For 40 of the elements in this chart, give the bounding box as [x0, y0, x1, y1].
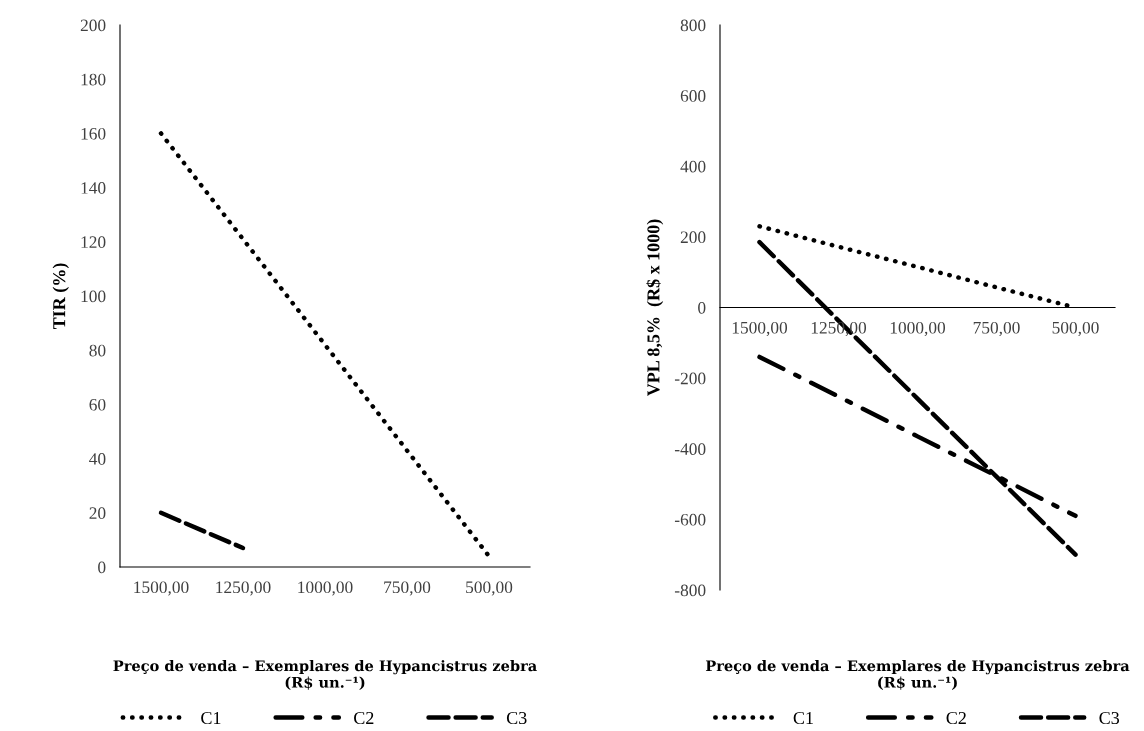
- y-tick-label: 180: [81, 73, 106, 86]
- y-tick-label: 400: [680, 160, 706, 173]
- y-tick-label: -200: [674, 372, 706, 385]
- x-tick-label: 750,00: [384, 581, 431, 596]
- y-tick-label: 140: [81, 182, 106, 194]
- y-tick-label: -400: [674, 443, 706, 455]
- y-tick-label: 80: [89, 344, 106, 357]
- y-tick-label: 200: [680, 231, 706, 244]
- x-tick-label: 1250,00: [216, 581, 271, 596]
- y-tick-label: 40: [89, 453, 106, 465]
- x-tick-label: 1000,00: [298, 581, 353, 596]
- x-tick-label: 1500,00: [134, 581, 189, 596]
- legend-label: C2: [946, 711, 966, 725]
- x-tick-label: 1000,00: [890, 321, 946, 337]
- legend-label: C3: [1099, 711, 1120, 725]
- y-tick-label: 600: [680, 90, 706, 102]
- y-tick-label: 60: [89, 398, 106, 411]
- y-axis-title: TIR (%): [52, 263, 69, 330]
- y-tick-label: -600: [674, 513, 706, 526]
- x-axis-title: Preço de venda – Exemplares de Hypancistrus zebra (R$ un.⁻¹): [113, 660, 537, 690]
- y-tick-label: 0: [98, 561, 106, 574]
- legend-label: C3: [506, 711, 527, 725]
- x-tick-label: 1500,00: [732, 321, 788, 337]
- line-series: [158, 131, 492, 559]
- x-tick-label: 500,00: [466, 581, 513, 596]
- legend-label: C2: [354, 711, 374, 725]
- y-tick-label: -800: [674, 584, 706, 597]
- y-tick-label: 20: [89, 507, 106, 519]
- y-tick-label: 800: [680, 19, 706, 32]
- y-tick-label: 120: [81, 236, 106, 248]
- x-axis-title: Preço de venda – Exemplares de Hypancistrus zebra (R$ un.⁻¹): [705, 660, 1130, 690]
- y-tick-label: 0: [698, 301, 706, 314]
- y-tick-label: 200: [80, 19, 106, 32]
- legend-label: C1: [793, 711, 813, 725]
- y-tick-label: 160: [81, 127, 106, 140]
- x-tick-label: 750,00: [973, 321, 1020, 337]
- y-axis-title: VPL 8,5% (R$ x 1000): [646, 219, 664, 397]
- legend-label: C1: [201, 711, 221, 725]
- y-tick-label: 100: [81, 290, 106, 303]
- x-tick-label: 500,00: [1052, 321, 1099, 337]
